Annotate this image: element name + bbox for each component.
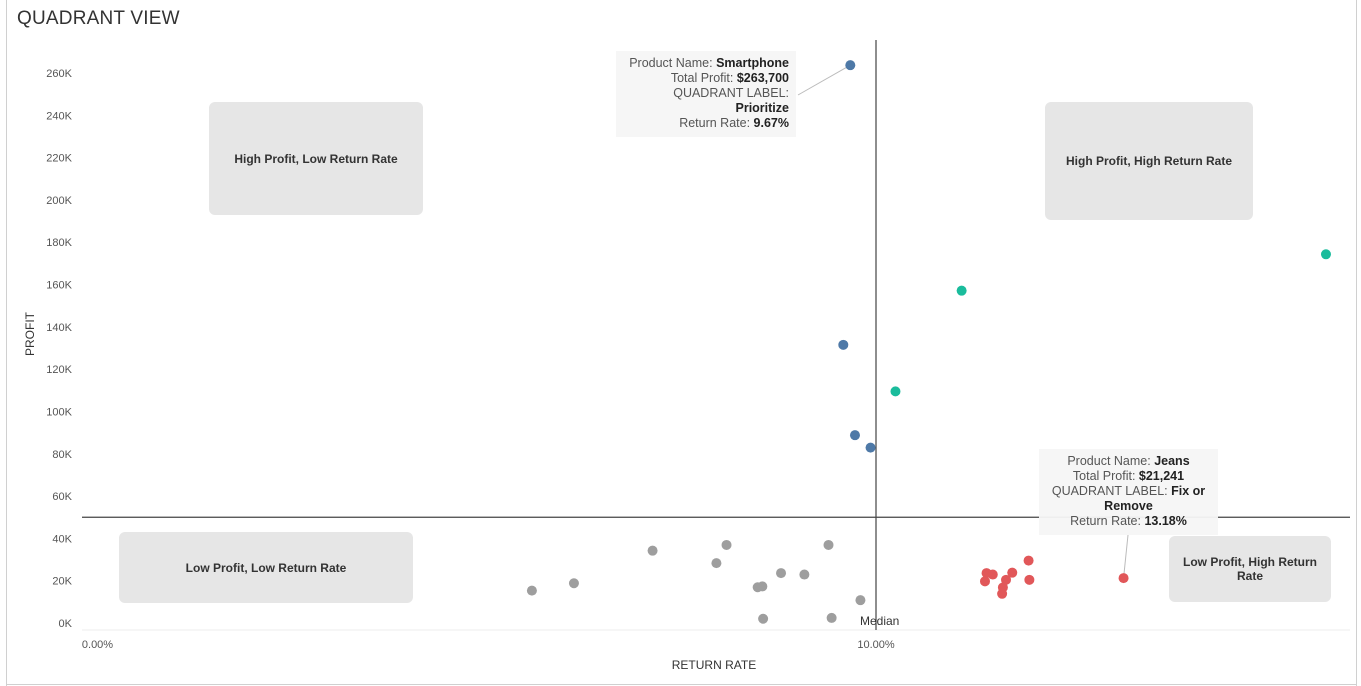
y-tick-label: 100K xyxy=(46,406,72,418)
data-point xyxy=(979,576,990,587)
x-tick-label: 0.00% xyxy=(82,639,113,651)
tooltip-leader-line xyxy=(1123,534,1129,579)
data-point xyxy=(1023,555,1034,566)
frame-bottom-border xyxy=(6,684,1357,685)
page-title: QUADRANT VIEW xyxy=(17,8,180,29)
data-point xyxy=(997,588,1008,599)
y-tick-label: 260K xyxy=(46,68,72,80)
tooltip-quadrant-key: QUADRANT LABEL: xyxy=(673,86,789,100)
data-point xyxy=(1007,567,1018,578)
x-tick-label: 10.00% xyxy=(857,639,895,651)
y-tick-label: 60K xyxy=(52,491,72,503)
quadrant-label-low-profit-high-return: Low Profit, High Return Rate xyxy=(1169,536,1331,602)
tooltip-rate-value: 9.67% xyxy=(753,116,789,130)
x-axis-title: RETURN RATE xyxy=(672,658,756,672)
data-point xyxy=(1024,574,1035,585)
tooltip-product-value: Jeans xyxy=(1154,454,1190,468)
quadrant-label-low-profit-low-return: Low Profit, Low Return Rate xyxy=(119,532,413,603)
data-point xyxy=(890,386,901,397)
y-tick-label: 0K xyxy=(59,618,73,630)
tooltip-profit-key: Total Profit: xyxy=(1072,469,1136,483)
y-tick-label: 20K xyxy=(52,576,72,588)
data-point xyxy=(1001,574,1012,585)
tooltip-rate-key: Return Rate: xyxy=(679,116,751,130)
data-point xyxy=(838,339,849,350)
y-tick-label: 80K xyxy=(52,449,72,461)
data-point xyxy=(956,285,967,296)
data-point xyxy=(1320,249,1331,260)
tooltip-quadrant-value: Fix or Remove xyxy=(1104,484,1206,513)
data-point xyxy=(823,539,834,550)
data-point xyxy=(758,613,769,624)
tooltip-rate-key: Return Rate: xyxy=(1070,514,1141,528)
data-point xyxy=(799,569,810,580)
tooltip-smartphone: Product Name: Smartphone Total Profit: $… xyxy=(616,51,796,137)
data-point xyxy=(568,578,579,589)
data-point xyxy=(776,568,787,579)
y-tick-label: 40K xyxy=(52,533,72,545)
data-point xyxy=(711,558,722,569)
tooltip-quadrant-value: Prioritize xyxy=(735,101,790,115)
y-tick-label: 240K xyxy=(46,110,72,122)
data-point xyxy=(865,442,876,453)
tooltip-leader-line xyxy=(797,64,851,96)
data-point xyxy=(849,430,860,441)
data-point xyxy=(845,60,856,71)
y-tick-label: 140K xyxy=(46,322,72,334)
data-point xyxy=(1118,573,1129,584)
data-point xyxy=(526,585,537,596)
y-tick-label: 120K xyxy=(46,364,72,376)
tooltip-quadrant-key: QUADRANT LABEL: xyxy=(1051,484,1168,498)
median-label: Median xyxy=(860,614,900,628)
y-axis-title: PROFIT xyxy=(23,311,37,356)
y-tick-label: 180K xyxy=(46,237,72,249)
data-point xyxy=(757,581,768,592)
data-point xyxy=(826,612,837,623)
tooltip-profit-value: $263,700 xyxy=(736,71,789,85)
data-point xyxy=(647,545,658,556)
y-tick-label: 200K xyxy=(46,195,72,207)
quadrant-label-high-profit-low-return: High Profit, Low Return Rate xyxy=(209,102,423,215)
frame-right-border xyxy=(1356,0,1357,686)
data-point xyxy=(855,595,866,606)
data-point xyxy=(721,539,732,550)
data-point xyxy=(987,569,998,580)
frame-left-border xyxy=(6,0,7,686)
y-tick-label: 220K xyxy=(46,153,72,165)
tooltip-product-value: Smartphone xyxy=(716,56,789,70)
quadrant-label-high-profit-high-return: High Profit, High Return Rate xyxy=(1045,102,1253,220)
tooltip-product-key: Product Name: xyxy=(1067,454,1151,468)
tooltip-jeans: Product Name: Jeans Total Profit: $21,24… xyxy=(1039,449,1218,535)
tooltip-product-key: Product Name: xyxy=(629,56,713,70)
y-tick-label: 160K xyxy=(46,280,72,292)
tooltip-rate-value: 13.18% xyxy=(1144,514,1187,528)
tooltip-profit-value: $21,241 xyxy=(1138,469,1185,483)
tooltip-profit-key: Total Profit: xyxy=(670,71,734,85)
